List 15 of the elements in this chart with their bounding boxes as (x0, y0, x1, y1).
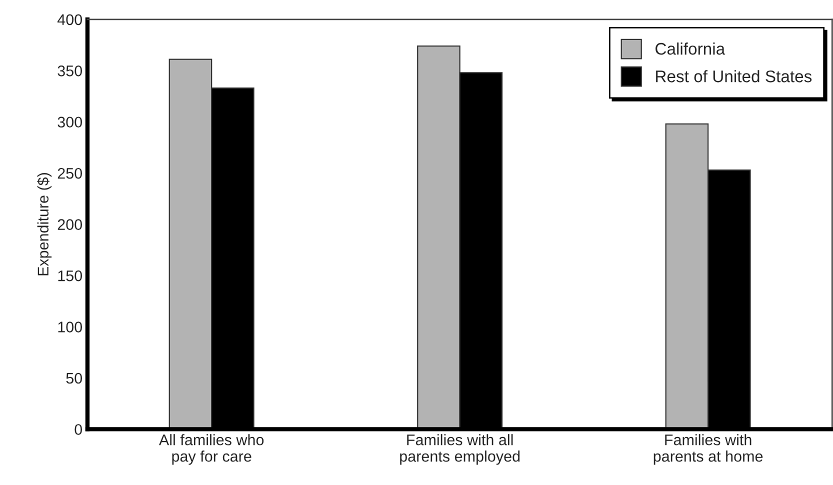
y-axis-title: Expenditure ($) (37, 173, 52, 276)
y-tick-label: 300 (58, 116, 82, 128)
y-tick-label: 400 (57, 14, 82, 26)
y-tick-label: 100 (58, 322, 82, 332)
x-tick-label: Families with parents at home (654, 434, 763, 465)
y-tick-label: 0 (74, 424, 82, 435)
y-tick-label: 200 (58, 219, 82, 230)
y-tick-label: 150 (58, 270, 82, 282)
y-tick-label: 50 (66, 372, 82, 384)
x-tick-label: Families with all parents employed (400, 434, 520, 465)
legend-label: Rest of United States (656, 70, 812, 82)
legend-label: California (656, 42, 726, 55)
y-tick-label: 250 (58, 168, 82, 179)
x-tick-label: All families who pay for care (158, 434, 264, 465)
y-tick-label: 350 (58, 65, 82, 76)
